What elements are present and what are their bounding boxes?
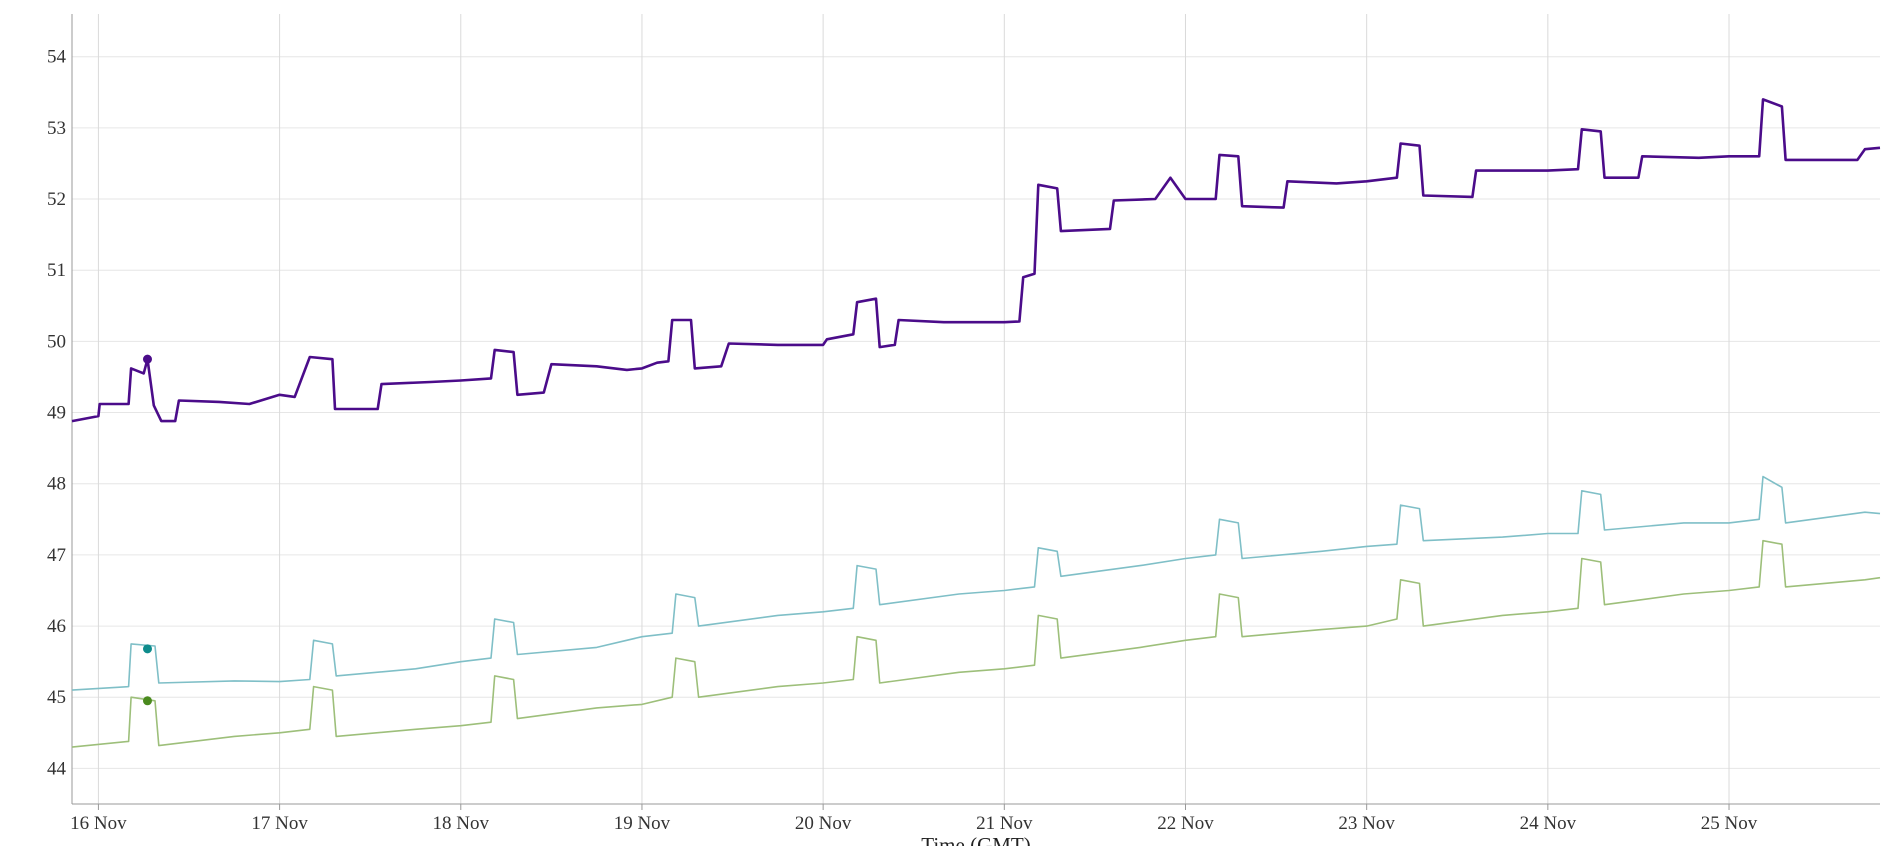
y-tick-label: 53 [47, 118, 66, 139]
y-tick-label: 45 [47, 687, 66, 708]
y-tick-label: 54 [47, 47, 67, 68]
axes [71, 14, 1880, 810]
x-tick-label: 21 Nov [976, 813, 1033, 834]
y-tick-label: 46 [47, 616, 66, 637]
series-marker-1 [142, 354, 152, 364]
y-tick-label: 51 [47, 260, 66, 281]
grid-lines [72, 14, 1880, 804]
x-tick-label: 22 Nov [1157, 813, 1214, 834]
series-line-1 [71, 98, 1881, 423]
y-tick-label: 44 [47, 758, 67, 779]
series-lines [71, 98, 1881, 748]
series-line-2 [71, 475, 1881, 691]
y-tick-labels: 44 45 46 47 48 49 50 51 52 53 54 [47, 47, 67, 780]
x-tick-label: 16 Nov [70, 813, 127, 834]
x-tick-label: 20 Nov [795, 813, 852, 834]
x-tick-label: 19 Nov [614, 813, 671, 834]
x-tick-labels: 16 Nov 17 Nov 18 Nov 19 Nov 20 Nov 21 Nov 22 N… [70, 813, 1758, 834]
series-markers [142, 354, 152, 706]
x-tick-label: 25 Nov [1701, 813, 1758, 834]
y-tick-label: 50 [47, 331, 66, 352]
series-marker-3 [142, 696, 152, 706]
y-tick-label: 47 [47, 545, 66, 566]
x-tick-label: 18 Nov [433, 813, 490, 834]
series-marker-2 [142, 644, 152, 654]
y-tick-label: 48 [47, 474, 66, 495]
x-axis-title: Time (GMT) [921, 833, 1030, 846]
series-line-3 [71, 539, 1881, 748]
x-tick-label: 24 Nov [1520, 813, 1577, 834]
y-tick-label: 49 [47, 403, 66, 424]
x-tick-label: 23 Nov [1338, 813, 1395, 834]
y-tick-label: 52 [47, 189, 66, 210]
x-tick-label: 17 Nov [251, 813, 308, 834]
